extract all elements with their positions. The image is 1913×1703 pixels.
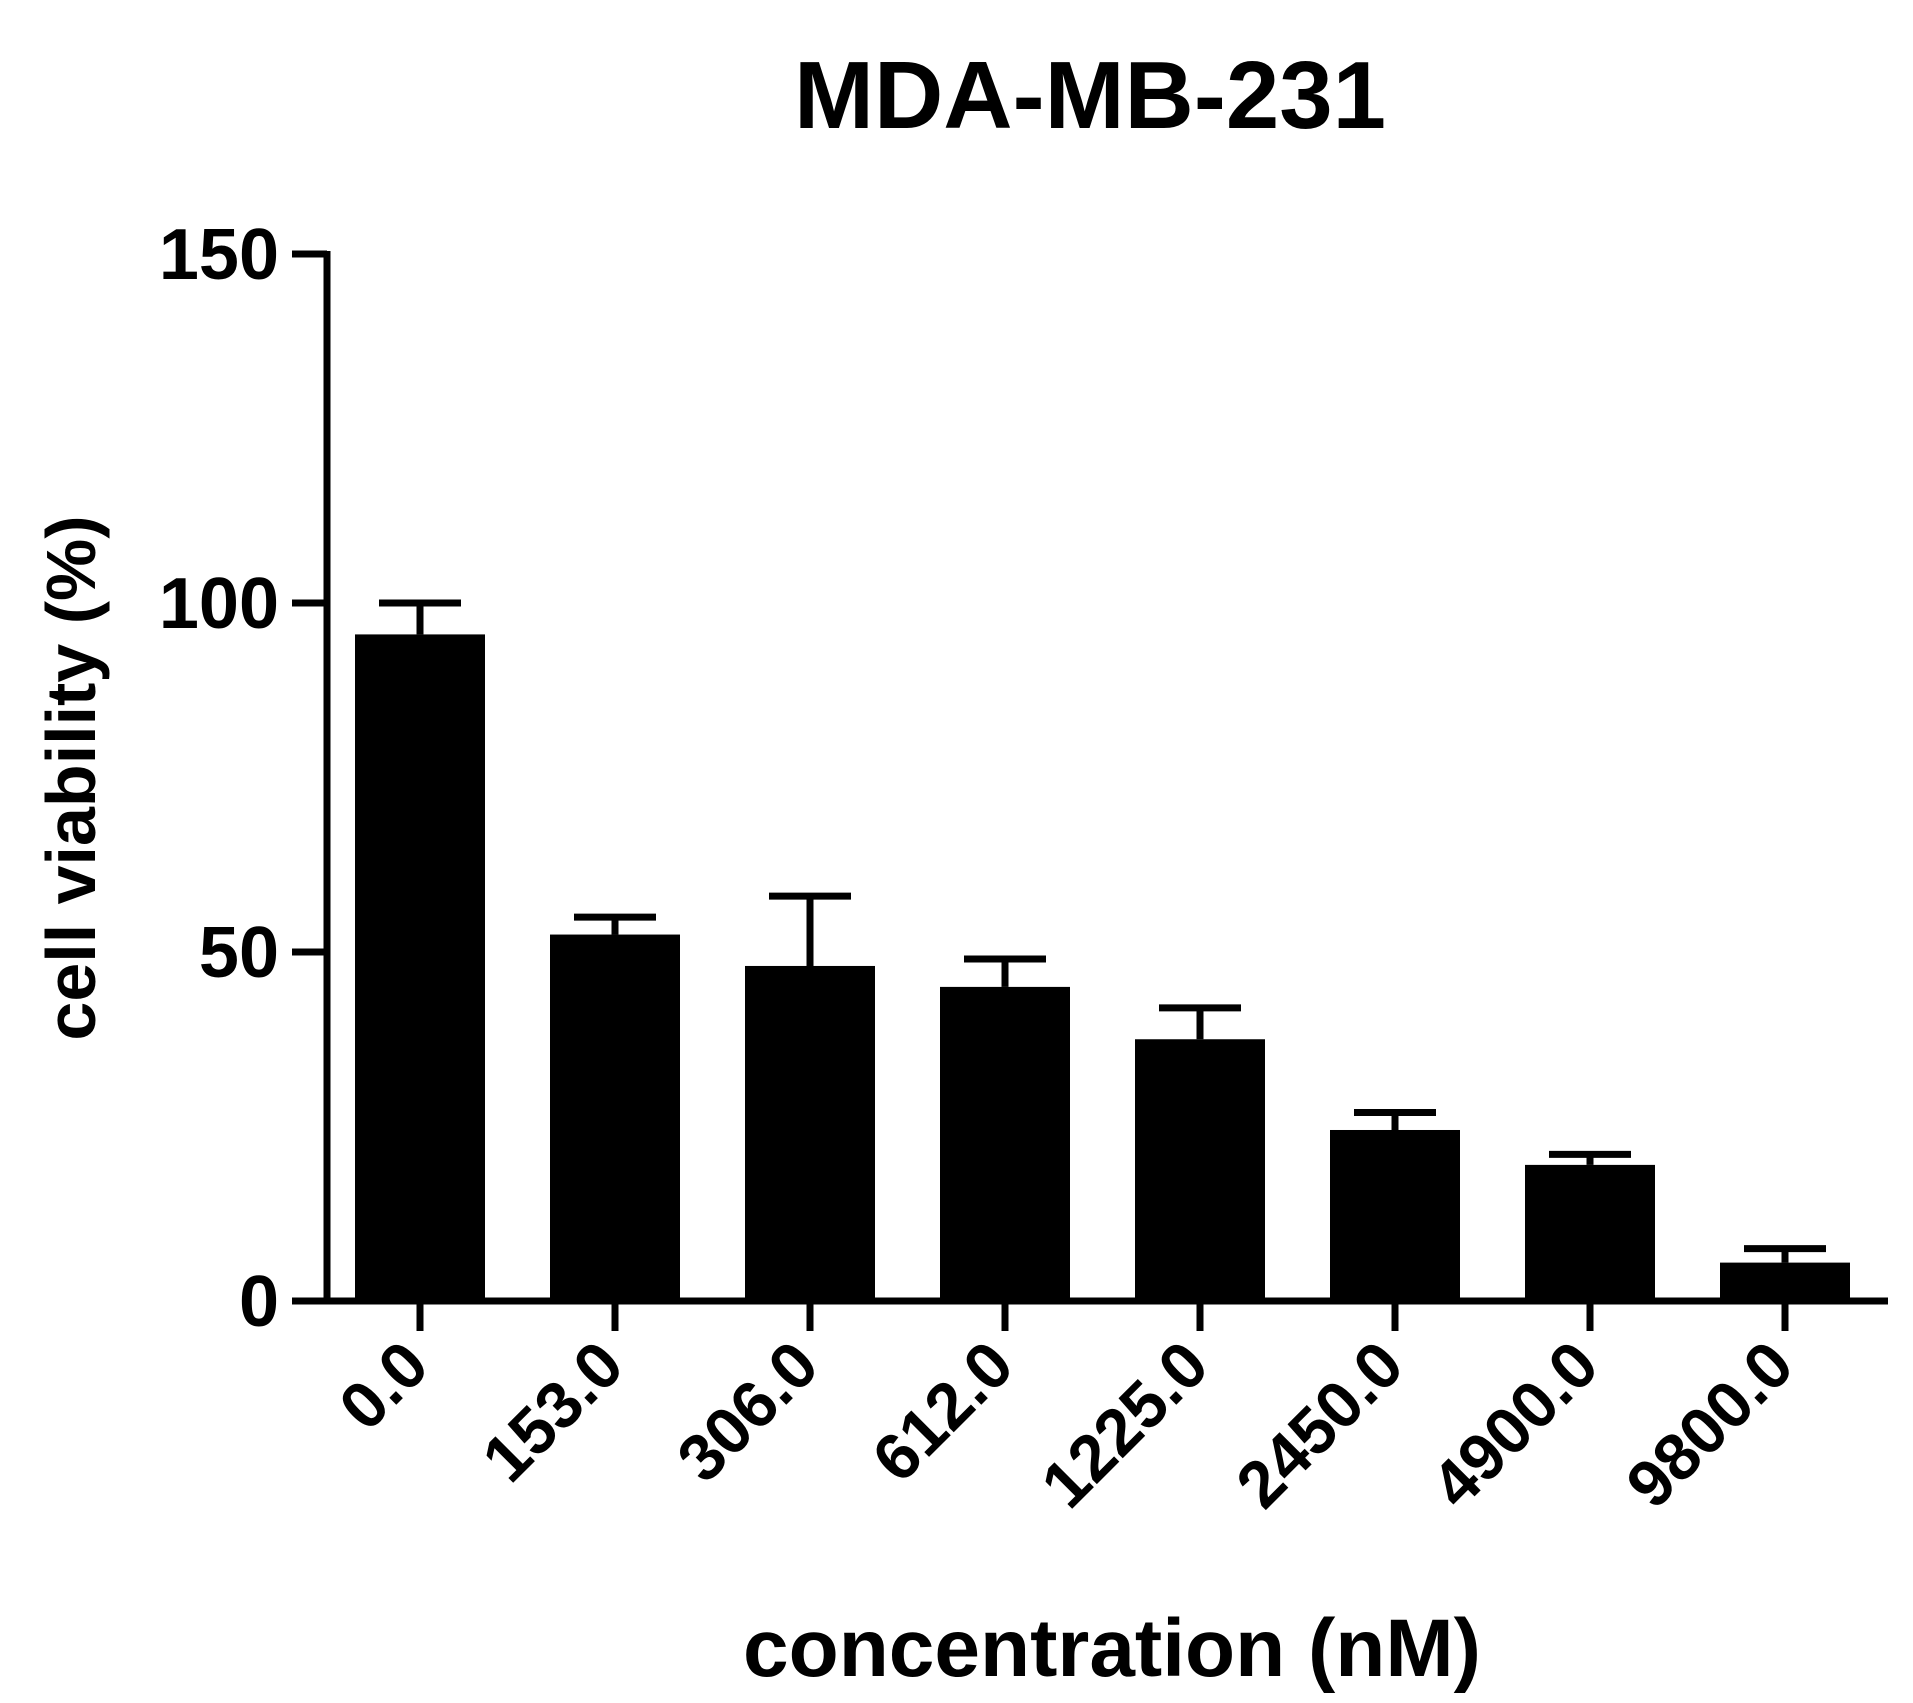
bar (355, 634, 485, 1301)
x-tick-label: 153.0 (468, 1327, 637, 1496)
bar (1135, 1039, 1265, 1301)
bar (940, 986, 1070, 1301)
x-axis-label: concentration (nM) (743, 1603, 1481, 1694)
y-tick-label: 50 (199, 913, 279, 993)
y-axis: 0 50 100 150 (159, 215, 331, 1342)
bar (745, 965, 875, 1301)
bar (550, 934, 680, 1301)
bar (1525, 1164, 1655, 1301)
x-tick-label: 2450.0 (1222, 1327, 1417, 1522)
y-tick-label: 150 (159, 215, 279, 295)
x-tick-label: 9800.0 (1612, 1327, 1807, 1522)
y-tick-label: 100 (159, 564, 279, 644)
x-axis: 0.0 153.0 306.0 612.0 1225.0 2450.0 4900.0 9800… (325, 1297, 1888, 1522)
bar (1720, 1262, 1850, 1301)
x-tick-label: 1225.0 (1027, 1327, 1222, 1522)
x-tick-label: 4900.0 (1417, 1327, 1612, 1522)
x-tick-label: 612.0 (858, 1327, 1027, 1496)
chart-title: MDA-MB-231 (794, 42, 1386, 149)
x-tick-label: 0.0 (325, 1327, 442, 1444)
bars-group (355, 599, 1850, 1301)
y-tick-label: 0 (239, 1262, 279, 1342)
x-tick-label: 306.0 (663, 1327, 832, 1496)
y-axis-label: cell viability (%) (32, 515, 110, 1040)
bar (1330, 1129, 1460, 1301)
